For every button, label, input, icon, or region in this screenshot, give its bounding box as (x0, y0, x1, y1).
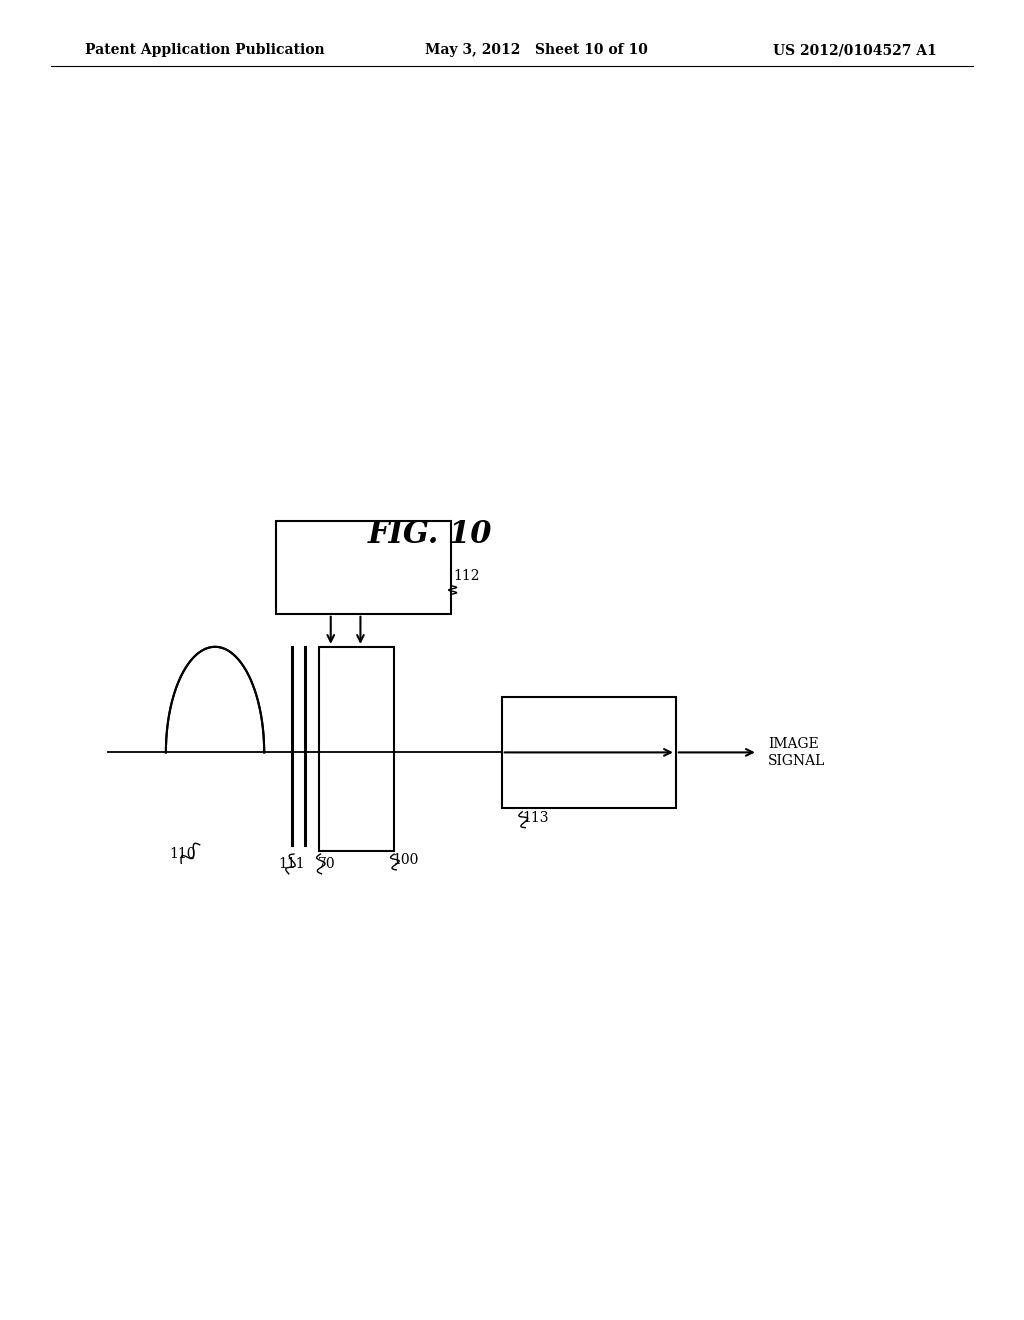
Bar (319, 647, 394, 851)
Text: US 2012/0104527 A1: US 2012/0104527 A1 (773, 44, 937, 57)
Text: 70: 70 (317, 857, 335, 871)
Bar (276, 521, 451, 614)
Text: 111: 111 (279, 857, 305, 871)
Bar (502, 697, 676, 808)
Text: May 3, 2012   Sheet 10 of 10: May 3, 2012 Sheet 10 of 10 (425, 44, 648, 57)
Text: 113: 113 (522, 810, 549, 825)
Text: IMAGE
SIGNAL: IMAGE SIGNAL (768, 737, 825, 768)
Text: FIG. 10: FIG. 10 (368, 519, 493, 550)
Text: 100: 100 (392, 853, 419, 867)
Text: Patent Application Publication: Patent Application Publication (85, 44, 325, 57)
Text: 110: 110 (169, 846, 196, 861)
Text: 112: 112 (454, 569, 480, 583)
